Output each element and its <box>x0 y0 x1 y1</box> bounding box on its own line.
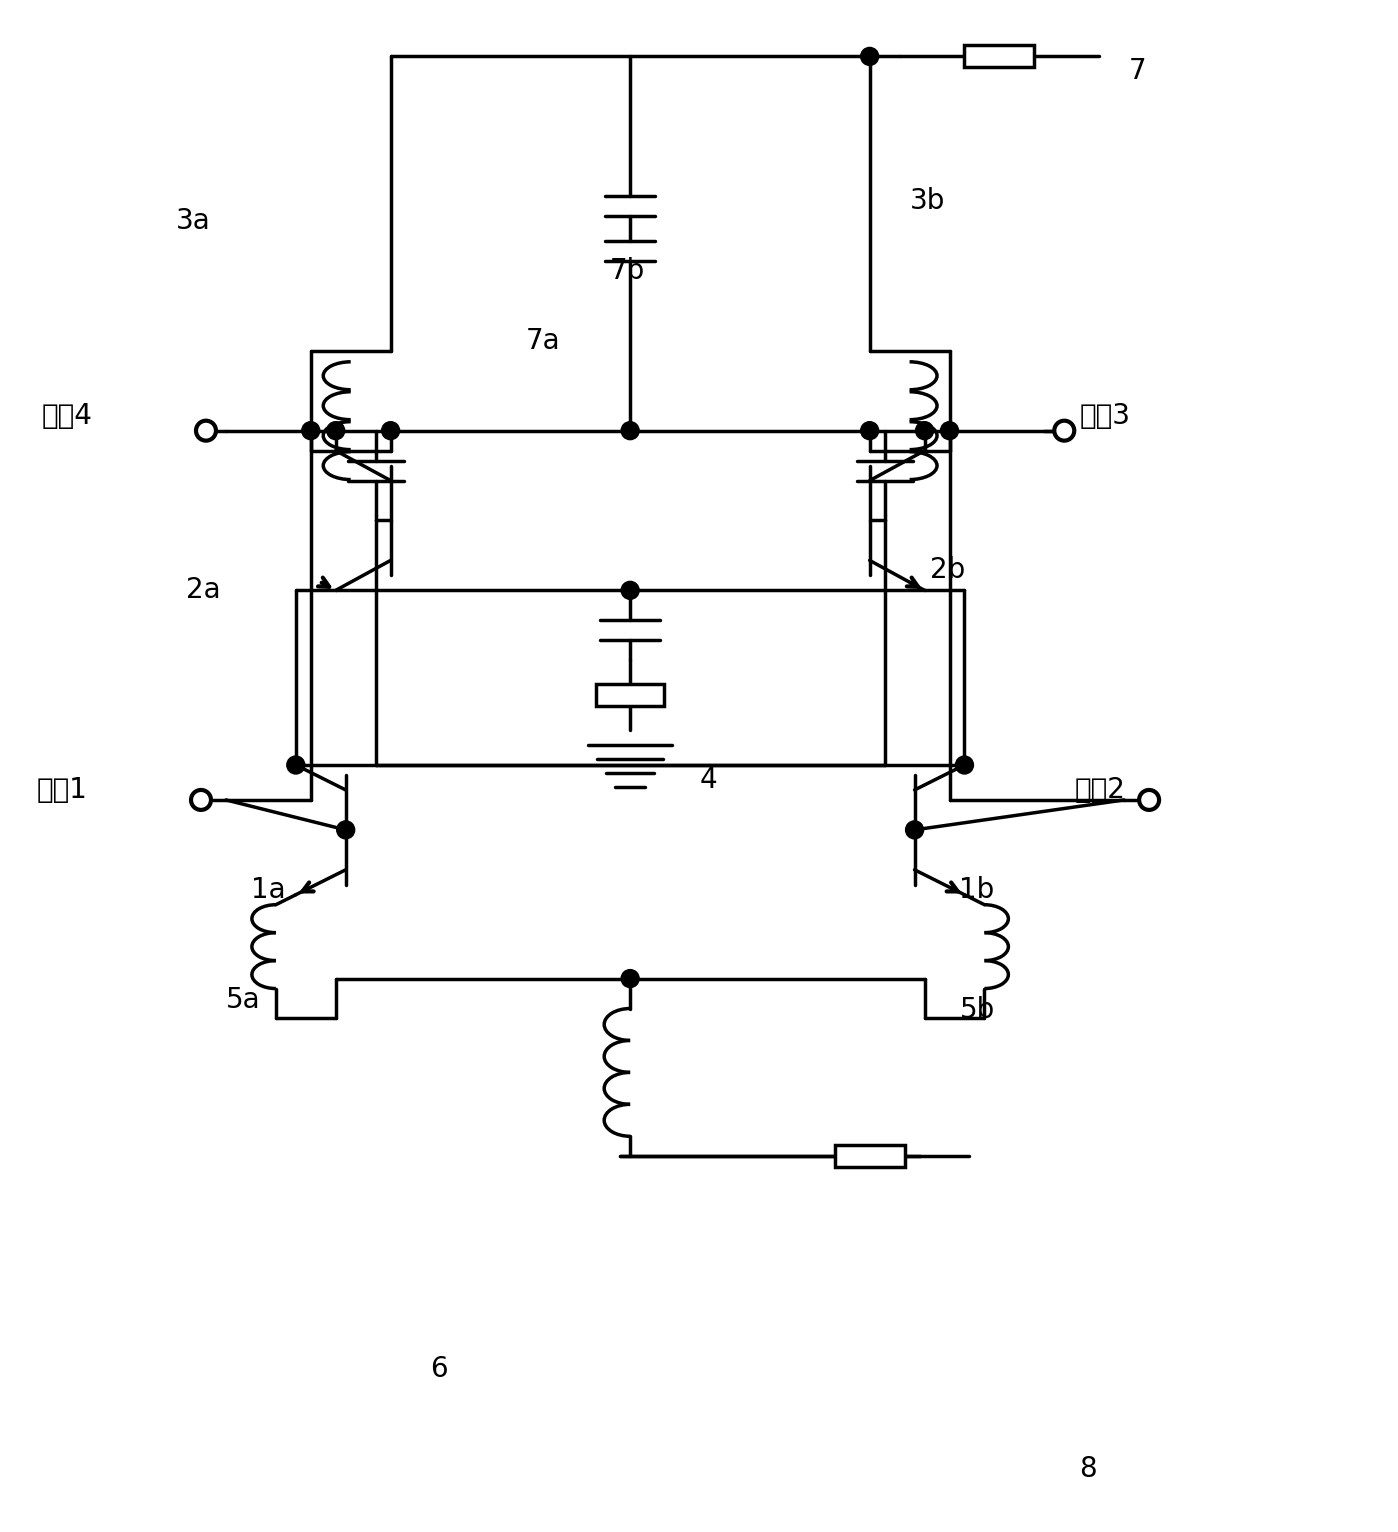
Text: 端口1: 端口1 <box>36 775 87 804</box>
Circle shape <box>861 421 878 440</box>
Circle shape <box>916 421 934 440</box>
Text: 6: 6 <box>431 1354 449 1383</box>
Circle shape <box>1054 421 1074 441</box>
Circle shape <box>621 581 639 599</box>
Text: 端口2: 端口2 <box>1074 775 1125 804</box>
Text: 4: 4 <box>700 766 717 794</box>
Circle shape <box>337 821 355 840</box>
Text: 2a: 2a <box>186 576 221 604</box>
Circle shape <box>192 791 211 810</box>
Circle shape <box>906 821 924 840</box>
Text: 7b: 7b <box>610 257 646 285</box>
Bar <box>835 1146 905 1167</box>
Text: 5a: 5a <box>226 985 260 1014</box>
Text: 端口3: 端口3 <box>1079 401 1130 429</box>
Circle shape <box>941 421 959 440</box>
Circle shape <box>621 421 639 440</box>
Text: 2b: 2b <box>930 556 965 584</box>
Bar <box>596 685 664 706</box>
Text: 8: 8 <box>1079 1454 1097 1483</box>
Circle shape <box>861 47 878 66</box>
Circle shape <box>621 970 639 988</box>
Text: 5b: 5b <box>959 996 995 1023</box>
Text: 端口4: 端口4 <box>42 401 92 429</box>
Circle shape <box>287 755 305 774</box>
Bar <box>965 46 1035 67</box>
Circle shape <box>955 755 973 774</box>
Text: 7: 7 <box>1130 57 1146 86</box>
Circle shape <box>302 421 320 440</box>
Circle shape <box>1139 791 1159 810</box>
Text: 7a: 7a <box>526 326 561 355</box>
Circle shape <box>196 421 215 441</box>
Text: 1b: 1b <box>959 876 995 904</box>
Text: 1a: 1a <box>250 876 285 904</box>
Text: 3b: 3b <box>910 187 945 214</box>
Circle shape <box>327 421 345 440</box>
Text: 3a: 3a <box>176 207 211 234</box>
Circle shape <box>382 421 400 440</box>
